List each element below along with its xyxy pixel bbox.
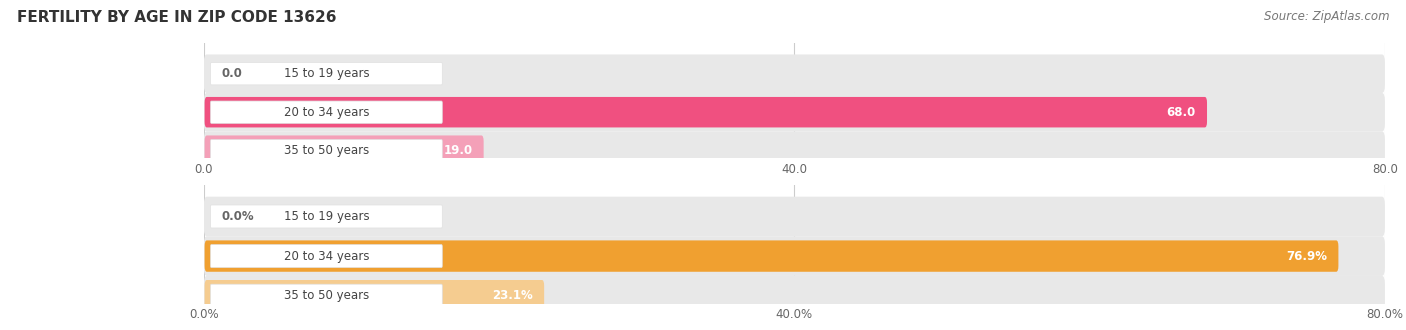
FancyBboxPatch shape — [204, 276, 1385, 315]
Text: Source: ZipAtlas.com: Source: ZipAtlas.com — [1264, 10, 1389, 23]
Text: 0.0%: 0.0% — [222, 210, 254, 223]
Text: 15 to 19 years: 15 to 19 years — [284, 210, 370, 223]
FancyBboxPatch shape — [211, 205, 443, 228]
Text: 20 to 34 years: 20 to 34 years — [284, 249, 370, 263]
FancyBboxPatch shape — [211, 62, 443, 85]
Text: 0.0: 0.0 — [222, 67, 242, 80]
FancyBboxPatch shape — [204, 93, 1385, 131]
FancyBboxPatch shape — [211, 245, 443, 268]
Text: 23.1%: 23.1% — [492, 289, 533, 302]
Text: 19.0: 19.0 — [443, 144, 472, 157]
FancyBboxPatch shape — [205, 97, 1206, 127]
Text: 35 to 50 years: 35 to 50 years — [284, 144, 368, 157]
FancyBboxPatch shape — [205, 240, 1339, 272]
Text: 20 to 34 years: 20 to 34 years — [284, 106, 370, 119]
FancyBboxPatch shape — [211, 284, 443, 307]
FancyBboxPatch shape — [204, 236, 1385, 276]
Text: 68.0: 68.0 — [1167, 106, 1197, 119]
FancyBboxPatch shape — [204, 131, 1385, 170]
FancyBboxPatch shape — [211, 140, 443, 162]
FancyBboxPatch shape — [205, 280, 544, 312]
FancyBboxPatch shape — [204, 197, 1385, 236]
Text: 76.9%: 76.9% — [1286, 249, 1327, 263]
FancyBboxPatch shape — [211, 101, 443, 123]
Text: FERTILITY BY AGE IN ZIP CODE 13626: FERTILITY BY AGE IN ZIP CODE 13626 — [17, 10, 336, 25]
Text: 35 to 50 years: 35 to 50 years — [284, 289, 368, 302]
FancyBboxPatch shape — [204, 54, 1385, 93]
Text: 15 to 19 years: 15 to 19 years — [284, 67, 370, 80]
FancyBboxPatch shape — [205, 135, 484, 166]
